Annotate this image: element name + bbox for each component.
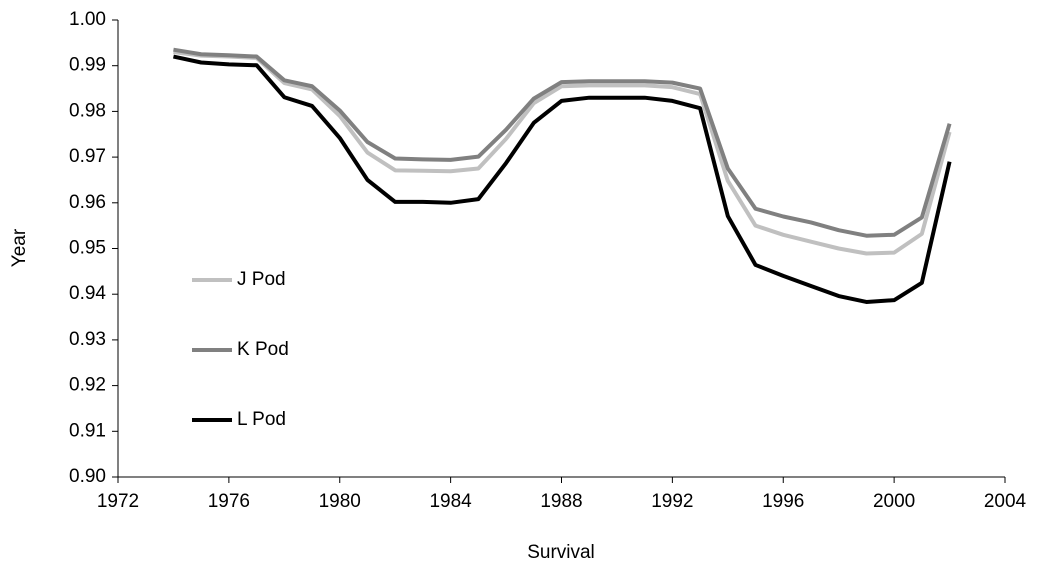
y-tick-label: 0.98 bbox=[69, 100, 106, 121]
x-tick-label: 1988 bbox=[540, 491, 582, 512]
x-tick-label: 1972 bbox=[97, 491, 139, 512]
series-line bbox=[173, 50, 952, 256]
y-tick-label: 0.90 bbox=[69, 466, 106, 487]
series-line bbox=[173, 54, 952, 304]
legend-label: L Pod bbox=[237, 409, 286, 430]
y-tick-label: 0.93 bbox=[69, 329, 106, 350]
y-tick-label: 0.97 bbox=[69, 146, 106, 167]
y-tick-label: 0.96 bbox=[69, 192, 106, 213]
x-tick-label: 1980 bbox=[319, 491, 361, 512]
x-tick-label: 1992 bbox=[651, 491, 693, 512]
x-axis-label: Survival bbox=[527, 542, 595, 563]
x-tick-label: 1984 bbox=[429, 491, 472, 512]
x-tick-label: 2000 bbox=[873, 491, 915, 512]
x-tick-label: 1996 bbox=[762, 491, 804, 512]
x-tick-label: 2004 bbox=[984, 491, 1027, 512]
y-tick-label: 0.99 bbox=[69, 55, 106, 76]
y-tick-label: 0.94 bbox=[69, 283, 106, 304]
y-tick-label: 0.92 bbox=[69, 375, 106, 396]
legend-label: K Pod bbox=[237, 339, 289, 360]
y-axis-label: Year bbox=[9, 228, 30, 267]
y-tick-label: 0.95 bbox=[69, 238, 106, 259]
y-tick-label: 0.91 bbox=[69, 420, 106, 441]
x-tick-label: 1976 bbox=[208, 491, 250, 512]
legend-label: J Pod bbox=[237, 269, 286, 290]
series-line bbox=[173, 47, 952, 238]
y-tick-label: 1.00 bbox=[69, 9, 106, 30]
